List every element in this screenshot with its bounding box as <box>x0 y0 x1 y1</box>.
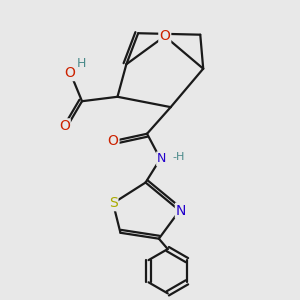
Text: O: O <box>159 29 170 43</box>
Text: O: O <box>59 119 70 133</box>
Text: N: N <box>176 204 186 218</box>
Text: H: H <box>76 57 86 70</box>
Text: N: N <box>157 152 167 165</box>
Text: O: O <box>65 66 76 80</box>
Text: O: O <box>108 134 118 148</box>
Text: -H: -H <box>173 152 185 161</box>
Text: S: S <box>109 196 117 210</box>
